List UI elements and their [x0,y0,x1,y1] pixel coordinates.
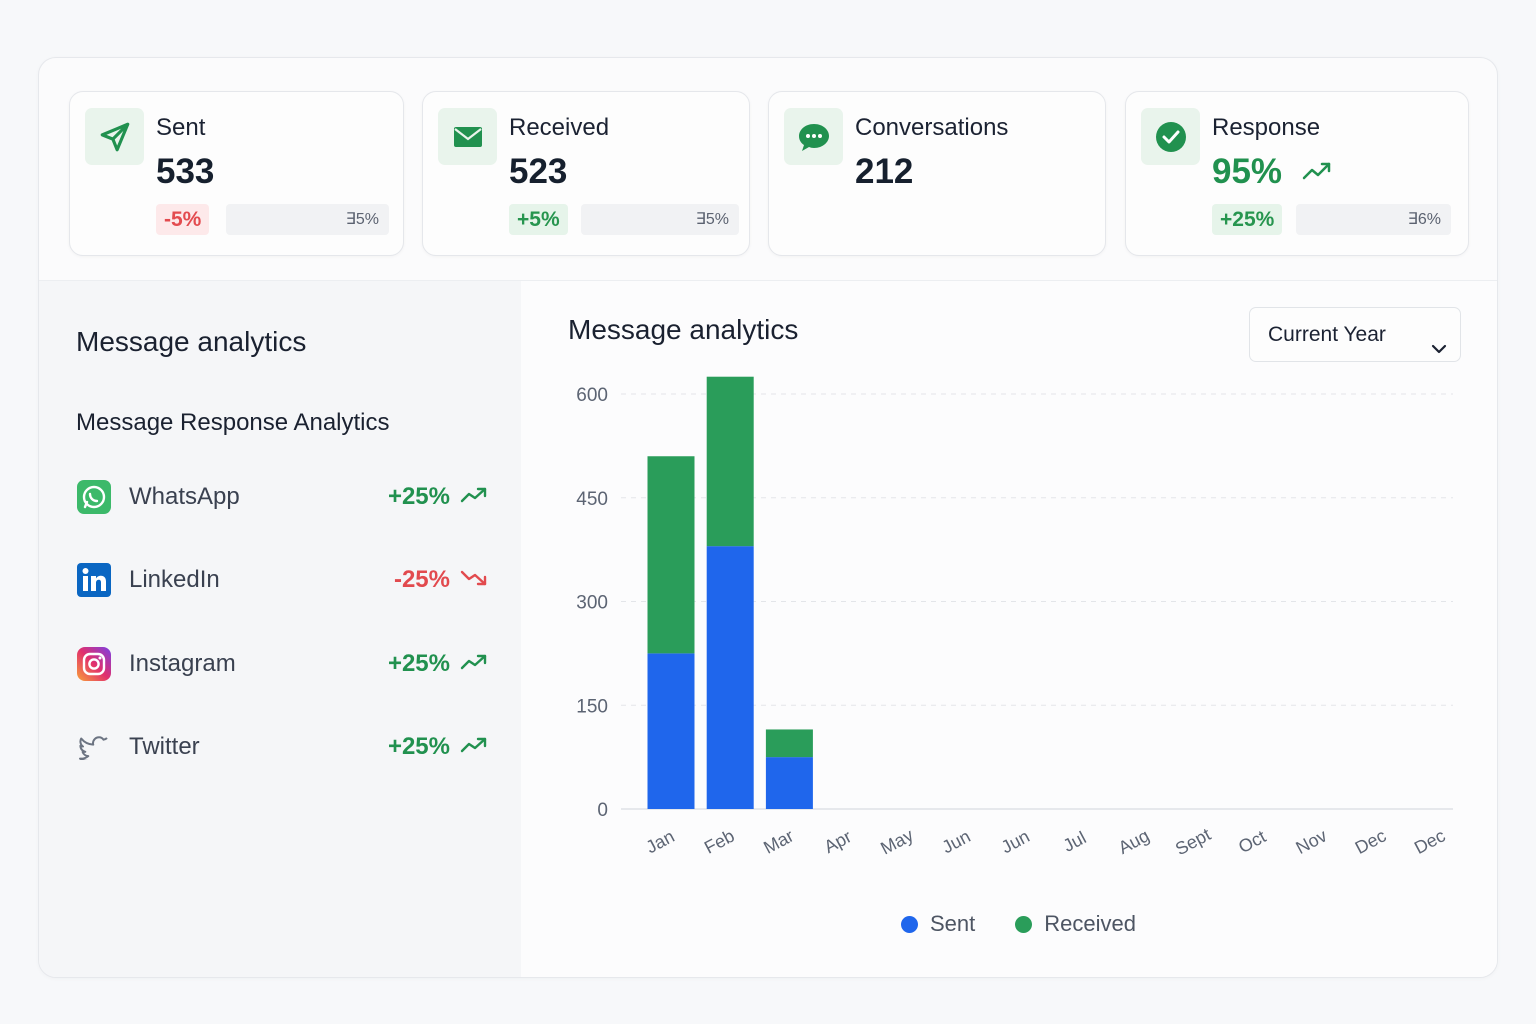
x-tick-label: Nov [1293,825,1331,858]
x-tick-label: Feb [701,826,738,858]
chart-legend: Sent Received [901,911,1136,937]
bar-received [765,729,813,758]
y-tick-label: 150 [576,696,608,717]
chevron-down-icon [1430,325,1448,378]
stat-label: Sent [156,114,206,141]
stat-value: 523 [509,152,568,191]
x-tick-label: May [877,825,916,859]
stat-label: Received [509,114,610,141]
bar-sent [647,653,695,809]
bar-sent [706,546,754,809]
x-tick-label: Apr [821,826,855,857]
stat-value: 533 [156,152,215,191]
trend-down-icon [460,568,488,593]
x-tick-label: Mar [760,826,797,858]
legend-dot [901,915,918,933]
panel-title: Message analytics [76,326,307,357]
compare-value: ∃5% [226,204,389,235]
channel-name: Instagram [129,650,236,677]
compare-value: ∃5% [581,204,739,235]
stat-card-sent: Sent 533 -5% ∃5% [69,91,404,256]
channel-row-instagram[interactable]: Instagram +25% [76,644,488,684]
x-tick-label: Aug [1115,825,1153,858]
compare-value: ∃6% [1296,204,1451,235]
x-tick-label: Jun [998,826,1033,857]
stat-card-conversations: Conversations 212 [768,91,1106,256]
x-tick-label: Jul [1060,827,1090,855]
legend-item-sent[interactable]: Sent [901,911,975,937]
x-tick-label: Jan [643,826,678,857]
whatsapp-icon [76,479,112,515]
period-select[interactable]: Current Year [1249,307,1461,362]
trend-up-icon [1302,160,1332,187]
x-tick-label: Oct [1235,826,1269,857]
channel-change: +25% [387,483,450,510]
chart-title: Message analytics [568,314,799,345]
legend-label: Received [1044,911,1136,936]
channel-name: WhatsApp [129,483,240,510]
change-badge: +5% [509,204,568,235]
channel-name: LinkedIn [129,566,220,593]
trend-up-icon [460,485,488,510]
change-badge: -5% [156,204,210,235]
bar-received [647,456,695,654]
twitter-icon [76,729,112,765]
send-icon [85,108,144,165]
channel-change: +25% [387,733,450,760]
channel-name: Twitter [129,733,200,760]
stat-card-received: Received 523 +5% ∃5% [422,91,750,256]
y-tick-label: 0 [597,800,608,821]
period-select-value: Current Year [1268,323,1386,346]
channel-change: +25% [387,650,450,677]
stat-label: Conversations [855,114,1009,141]
y-tick-label: 600 [576,385,608,406]
dashboard-frame: Sent 533 -5% ∃5% Received 523 +5% ∃5% Co… [38,57,1498,978]
check-circle-icon [1141,108,1200,165]
mail-icon [438,108,497,165]
linkedin-icon [76,562,112,598]
x-tick-label: Jun [939,826,974,857]
x-tick-label: Sept [1172,824,1214,859]
stat-label: Response [1212,114,1321,141]
channel-row-linkedin[interactable]: LinkedIn -25% [76,560,488,600]
channel-row-twitter[interactable]: Twitter +25% [76,727,488,767]
channel-row-whatsapp[interactable]: WhatsApp +25% [76,477,488,517]
stacked-bar-chart: 0 150 300 450 600 Jan Feb Mar Apr May Jun Jun Jul Aug… [576,376,1453,859]
trend-up-icon [460,735,488,760]
x-tick-label: Dec [1411,825,1449,858]
bar-sent [765,757,813,809]
y-tick-label: 450 [576,489,608,510]
change-badge: +25% [1212,204,1283,235]
trend-up-icon [460,652,488,677]
response-analytics-panel: Message analytics Message Response Analy… [39,280,521,977]
stat-card-response: Response 95% +25% ∃6% [1125,91,1469,256]
message-analytics-chart-panel: Message analytics Current Year 0 150 300 45… [521,280,1497,977]
legend-item-received[interactable]: Received [1015,911,1136,937]
stat-value: 95% [1212,152,1283,191]
x-tick-label: Dec [1352,825,1390,858]
legend-dot [1015,915,1033,933]
panel-subtitle: Message Response Analytics [76,409,390,436]
legend-label: Sent [930,911,976,936]
bar-received [706,376,754,547]
y-tick-label: 300 [576,593,608,614]
instagram-icon [76,646,112,682]
chat-bubble-icon [784,108,843,165]
channel-change: -25% [393,566,450,593]
stat-value: 212 [855,152,914,191]
